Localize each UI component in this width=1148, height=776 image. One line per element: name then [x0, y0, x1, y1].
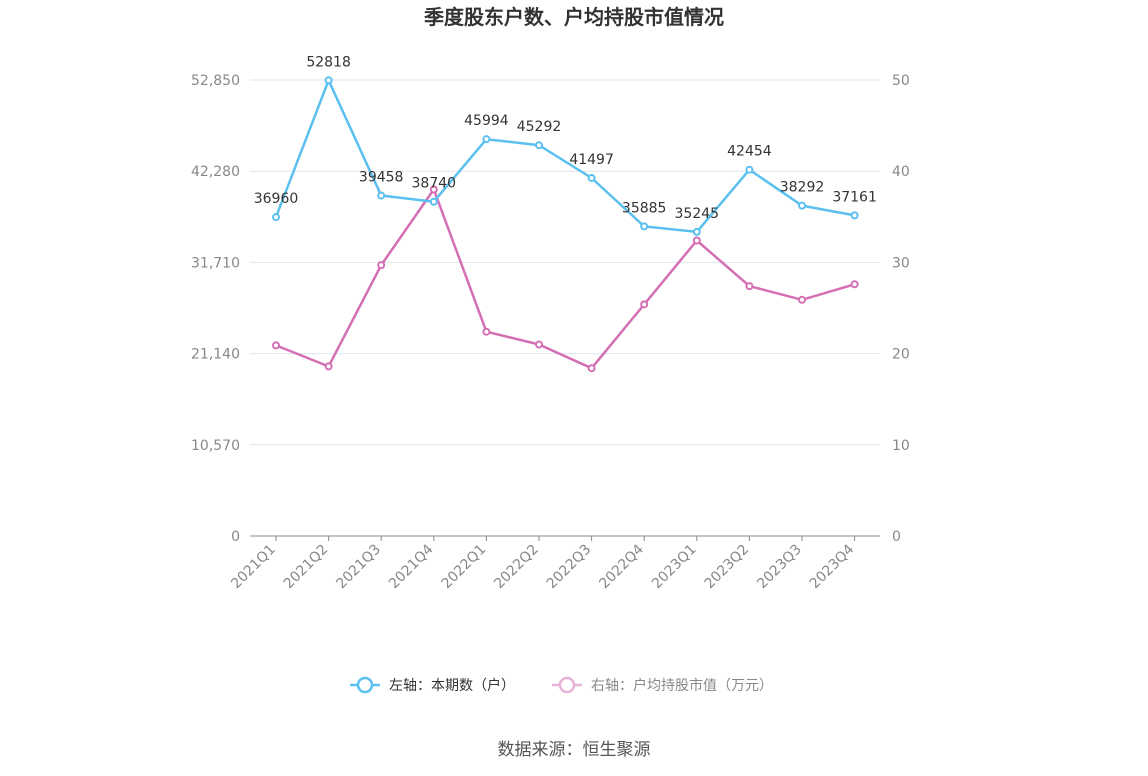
x-axis-tick-label: 2021Q3 — [333, 542, 384, 593]
legend-marker-icon — [356, 676, 374, 694]
holder-count-data-label: 37161 — [832, 189, 877, 205]
avg-market-value-line — [275, 188, 855, 370]
legend-label: 右轴：户均持股市值（万元） — [591, 677, 773, 694]
avg-market-value-point — [692, 236, 701, 245]
holder-count-point — [692, 227, 701, 236]
holder-count-data-label: 39458 — [359, 170, 404, 186]
holder-count-data-label: 35885 — [622, 200, 667, 216]
holder-count-point — [377, 191, 386, 200]
chart-title: 季度股东户数、户均持股市值情况 — [423, 5, 724, 29]
holder-count-point — [429, 197, 438, 206]
x-axis-tick-label: 2021Q1 — [228, 542, 279, 593]
avg-market-value-point — [377, 261, 386, 270]
x-axis-tick-label: 2021Q4 — [386, 541, 437, 592]
holder-count-line — [274, 79, 855, 234]
right-axis-tick-label: 30 — [892, 255, 910, 271]
legend-marker-icon — [558, 676, 576, 694]
legend-label: 左轴：本期数（户） — [389, 677, 515, 694]
x-axis-tick-label: 2022Q1 — [439, 542, 490, 593]
left-axis-tick-label: 31,710 — [191, 255, 240, 271]
avg-market-value-point — [798, 295, 806, 304]
holder-count-data-label: 38740 — [412, 176, 457, 192]
x-axis-tick-label: 2023Q4 — [807, 541, 858, 592]
holder-count-point — [850, 211, 859, 220]
avg-market-value-point — [640, 300, 649, 309]
holder-count-data-label: 42454 — [727, 144, 772, 160]
holder-count-point — [482, 135, 491, 144]
right-axis-tick-label: 10 — [892, 438, 910, 454]
holder-count-point — [798, 201, 806, 210]
holder-count-point — [272, 213, 280, 222]
avg-market-value-point — [850, 280, 859, 289]
right-axis-tick-label: 20 — [892, 347, 910, 363]
left-axis-tick-label: 10,570 — [191, 438, 240, 454]
x-axis-tick-label: 2022Q3 — [544, 542, 595, 593]
left-axis-tick-label: 42,280 — [191, 164, 240, 180]
series-lines — [272, 76, 859, 373]
right-axis-tick-label: 40 — [892, 164, 910, 180]
holder-count-data-label: 36960 — [254, 191, 299, 207]
holder-count-data-label: 45994 — [464, 113, 509, 129]
avg-market-value-point — [535, 340, 543, 349]
grid-lines — [250, 79, 880, 446]
right-axis-tick-label: 0 — [892, 529, 901, 545]
left-axis-tick-label: 0 — [231, 529, 240, 545]
avg-market-value-point — [745, 282, 754, 291]
avg-market-value-point — [324, 362, 333, 371]
legend-item-avg-market-value[interactable]: 右轴：户均持股市值（万元） — [552, 676, 773, 694]
x-axis-tick-label: 2023Q3 — [754, 542, 805, 593]
left-axis-tick-label: 21,140 — [191, 347, 240, 363]
holder-count-point — [640, 222, 649, 231]
holder-count-data-label: 52818 — [306, 54, 351, 70]
avg-market-value-point — [587, 364, 596, 373]
x-axis-tick-label: 2023Q1 — [649, 542, 700, 593]
avg-market-value-point — [482, 327, 491, 336]
avg-market-value-point — [272, 341, 280, 350]
right-axis-tick-label: 50 — [892, 73, 910, 89]
x-axis-tick-label: 2021Q2 — [281, 542, 332, 593]
x-axis-tick-label: 2022Q2 — [491, 542, 542, 593]
holder-count-data-label: 38292 — [780, 180, 825, 196]
holder-count-point — [535, 141, 543, 150]
holder-count-point — [745, 165, 754, 174]
data-labels: 36960 52818 39458 38740 45994 45292 41497 35885… — [254, 54, 877, 222]
holder-count-data-label: 45292 — [517, 119, 562, 135]
holder-count-data-label: 41497 — [569, 152, 614, 168]
legend[interactable]: 左轴：本期数（户） 右轴：户均持股市值（万元） — [350, 676, 773, 694]
x-axis-tick-label: 2022Q4 — [596, 541, 647, 592]
x-axis-tick-label: 2023Q2 — [702, 542, 753, 593]
holder-count-point — [324, 76, 333, 85]
left-axis-tick-label: 52,850 — [191, 73, 240, 89]
source-note: 数据来源：恒生聚源 — [498, 740, 651, 760]
legend-item-holder-count[interactable]: 左轴：本期数（户） — [350, 676, 515, 694]
holder-count-data-label: 35245 — [675, 206, 720, 222]
avg-market-value-point — [429, 185, 438, 194]
holder-count-point — [587, 173, 596, 182]
